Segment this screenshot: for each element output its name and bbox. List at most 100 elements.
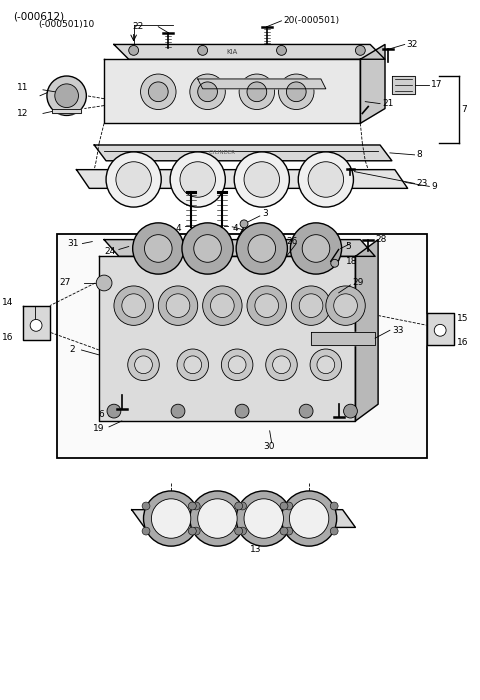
Circle shape [194,234,221,262]
Circle shape [240,220,248,228]
Polygon shape [427,312,454,345]
Text: 27: 27 [59,279,71,288]
Text: 2: 2 [70,346,75,354]
Circle shape [239,527,246,535]
Text: 25: 25 [346,410,357,419]
Circle shape [317,356,335,374]
Text: 28: 28 [375,235,386,244]
Circle shape [247,286,287,326]
Text: 31: 31 [68,239,79,248]
Text: 32: 32 [407,40,418,49]
Text: 18: 18 [346,257,357,266]
Circle shape [132,223,184,274]
Circle shape [114,286,154,326]
Text: 20(-000501): 20(-000501) [284,16,339,25]
Circle shape [190,74,225,109]
Circle shape [302,234,330,262]
Text: (-000501)10: (-000501)10 [38,20,94,29]
Circle shape [228,356,246,374]
Polygon shape [114,45,385,60]
Circle shape [171,404,185,418]
Circle shape [166,294,190,318]
Text: 1: 1 [257,229,263,238]
Circle shape [235,502,242,510]
Circle shape [285,527,293,535]
Circle shape [287,82,306,102]
Circle shape [299,294,323,318]
Circle shape [158,286,198,326]
Circle shape [142,502,150,510]
Circle shape [244,162,279,197]
Text: 19: 19 [93,424,104,433]
Circle shape [198,46,207,55]
Circle shape [142,527,150,535]
Circle shape [355,46,365,55]
Polygon shape [392,76,415,94]
Polygon shape [104,239,375,256]
Circle shape [198,499,237,538]
Circle shape [148,82,168,102]
Circle shape [278,74,314,109]
Bar [57,234,427,458]
Circle shape [308,162,344,197]
Circle shape [203,286,242,326]
Circle shape [107,404,121,418]
Text: 15: 15 [457,314,468,323]
Circle shape [235,404,249,418]
Circle shape [276,46,287,55]
Circle shape [192,502,200,510]
Circle shape [188,502,196,510]
Circle shape [331,259,339,267]
Polygon shape [360,45,385,123]
Text: 16: 16 [2,332,13,342]
Text: 7: 7 [461,105,467,114]
Circle shape [144,234,172,262]
Text: KIA: KIA [227,50,238,55]
Circle shape [334,294,358,318]
Circle shape [330,527,338,535]
Text: 16: 16 [457,337,468,346]
Polygon shape [52,108,82,113]
Circle shape [290,223,342,274]
Text: 30: 30 [264,442,275,451]
Circle shape [122,294,145,318]
Circle shape [236,223,288,274]
Text: 8: 8 [417,150,422,160]
Circle shape [129,46,139,55]
Circle shape [144,491,199,546]
Polygon shape [94,145,392,161]
Circle shape [151,499,191,538]
Circle shape [291,286,331,326]
Circle shape [128,349,159,381]
Text: 4: 4 [175,224,181,233]
Circle shape [190,491,245,546]
Circle shape [344,404,358,418]
Circle shape [298,152,353,207]
Circle shape [141,74,176,109]
Text: 33: 33 [392,326,403,335]
Circle shape [255,294,278,318]
Circle shape [310,349,342,381]
Circle shape [198,82,217,102]
Circle shape [96,275,112,291]
Circle shape [330,502,338,510]
Text: 12: 12 [17,109,29,118]
Text: 4: 4 [232,224,238,233]
Text: 9: 9 [432,182,437,191]
Circle shape [235,527,242,535]
Circle shape [239,502,246,510]
Text: CYLINDER: CYLINDER [209,150,236,155]
Circle shape [116,162,151,197]
Circle shape [30,319,42,331]
Circle shape [234,152,289,207]
Polygon shape [311,332,375,345]
Text: 23: 23 [417,179,428,188]
Circle shape [47,76,86,116]
Circle shape [266,349,297,381]
Circle shape [170,152,225,207]
Circle shape [236,491,291,546]
Text: (-000612): (-000612) [13,12,64,22]
Text: 22: 22 [132,22,144,32]
Text: 13: 13 [250,545,262,554]
Circle shape [281,491,336,546]
